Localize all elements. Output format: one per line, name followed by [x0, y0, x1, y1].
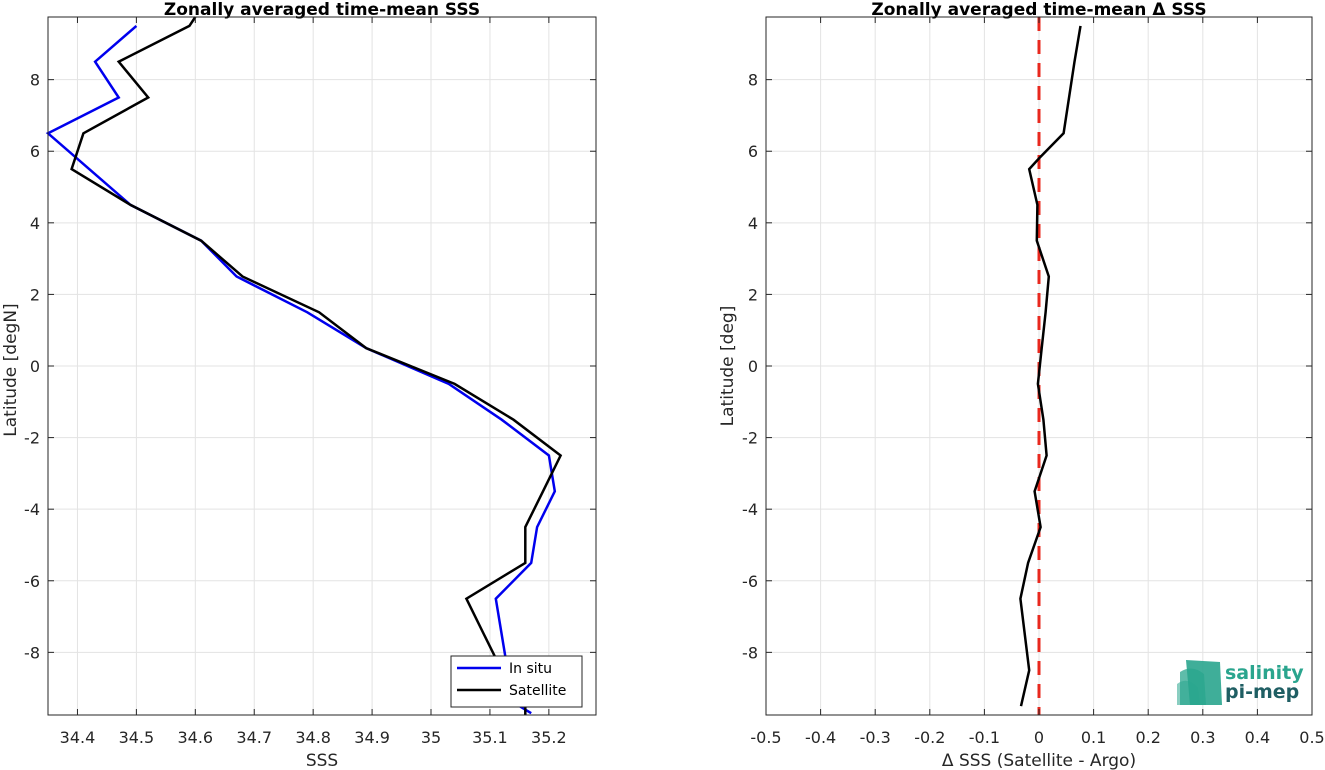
y-tick-label: -2 [742, 429, 758, 448]
y-tick-label: -8 [742, 643, 758, 662]
right-chart-ticks: -0.5 -0.4 -0.3 -0.2 -0.1 0 0.1 0.2 0.3 0.4 0.5 -8 -6… [742, 17, 1325, 747]
series-line-satellite [70, 16, 563, 715]
left-chart-grid [48, 17, 596, 715]
right-chart-xlabel: Δ SSS (Satellite - Argo) [942, 751, 1136, 770]
x-tick-label: 34.4 [60, 728, 96, 747]
y-tick-label: -6 [24, 572, 40, 591]
x-tick-label: -0.3 [860, 728, 891, 747]
y-tick-label: 6 [748, 142, 758, 161]
legend-box [450, 655, 583, 708]
x-tick-label: 0.1 [1081, 728, 1106, 747]
x-tick-label: 0.2 [1135, 728, 1160, 747]
logo-text-salinity: salinity [1225, 662, 1304, 684]
y-tick-label: 2 [30, 285, 40, 304]
y-tick-label: 6 [30, 142, 40, 161]
y-tick-label: 8 [748, 71, 758, 90]
x-tick-label: 34.7 [236, 728, 272, 747]
right-chart-ylabel: Latitude [deg] [718, 306, 738, 427]
y-tick-label: 8 [30, 71, 40, 90]
y-tick-label: 0 [30, 357, 40, 376]
wave-layers-icon [1177, 660, 1222, 705]
left-chart-series [45, 16, 563, 715]
x-tick-label: 0.3 [1190, 728, 1215, 747]
left-chart-panel: Zonally averaged time-mean SSS 34.4 34.5 3… [1, 0, 597, 770]
series-line-insitu [45, 24, 557, 715]
legend-label-insitu: In situ [509, 661, 552, 677]
x-tick-label: -0.1 [969, 728, 1000, 747]
logo-text-pi-mep: pi-mep [1225, 681, 1299, 703]
x-tick-label: 35 [421, 728, 441, 747]
right-chart-title: Zonally averaged time-mean Δ SSS [871, 0, 1206, 20]
right-chart-series [1019, 17, 1082, 715]
y-tick-label: -2 [24, 429, 40, 448]
y-tick-label: -4 [24, 500, 40, 519]
y-tick-label: -8 [24, 643, 40, 662]
y-tick-label: -4 [742, 500, 758, 519]
x-tick-label: 34.6 [177, 728, 213, 747]
y-tick-label: 2 [748, 285, 758, 304]
x-tick-label: 0 [1034, 728, 1044, 747]
x-tick-label: -0.2 [914, 728, 945, 747]
salinity-pi-mep-logo: salinity pi-mep [1177, 660, 1304, 705]
y-tick-label: 0 [748, 357, 758, 376]
left-chart-xlabel: SSS [306, 751, 338, 770]
left-chart-ticks: 34.4 34.5 34.6 34.7 34.8 34.9 35 35.1 35.2 -8 -6 -4… [24, 17, 596, 747]
x-tick-label: 0.5 [1299, 728, 1324, 747]
x-tick-label: 35.1 [472, 728, 508, 747]
x-tick-label: -0.4 [805, 728, 836, 747]
x-tick-label: 35.2 [531, 728, 567, 747]
x-tick-label: 0.4 [1245, 728, 1270, 747]
legend: In situ Satellite [450, 655, 583, 708]
x-tick-label: 34.8 [295, 728, 331, 747]
series-line-delta-sss [1019, 25, 1082, 707]
left-chart-ylabel: Latitude [degN] [1, 303, 21, 436]
y-tick-label: 4 [748, 214, 758, 233]
y-tick-label: 4 [30, 214, 40, 233]
x-tick-label: 34.5 [119, 728, 155, 747]
right-chart-panel: Zonally averaged time-mean Δ SSS -0.5 -0.… [718, 0, 1325, 770]
y-tick-label: -6 [742, 572, 758, 591]
legend-label-satellite: Satellite [509, 683, 566, 699]
x-tick-label: 34.9 [354, 728, 390, 747]
left-chart-title: Zonally averaged time-mean SSS [164, 0, 480, 20]
x-tick-label: -0.5 [750, 728, 781, 747]
